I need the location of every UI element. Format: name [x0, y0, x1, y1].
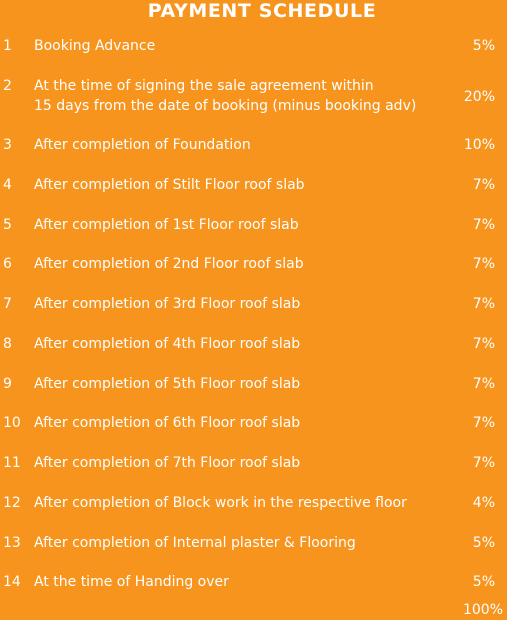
row-percentage: 5%: [472, 574, 495, 590]
row-number: 7: [3, 296, 12, 312]
page-title: PAYMENT SCHEDULE: [147, 0, 377, 22]
row-number: 4: [3, 177, 12, 193]
row-number: 6: [3, 256, 12, 272]
row-percentage: 7%: [472, 455, 495, 471]
row-percentage: 10%: [463, 137, 495, 153]
row-description: Booking Advance: [34, 38, 156, 54]
row-number: 9: [3, 376, 12, 392]
row-percentage: 5%: [472, 535, 495, 551]
row-percentage: 7%: [472, 177, 495, 193]
row-percentage: 20%: [463, 89, 495, 105]
row-percentage: 4%: [472, 495, 495, 511]
row-percentage: 5%: [472, 38, 495, 54]
row-description: After completion of Internal plaster & F…: [34, 535, 356, 551]
row-description: After completion of 3rd Floor roof slab: [34, 296, 301, 312]
row-percentage: 7%: [472, 296, 495, 312]
row-percentage: 7%: [472, 217, 495, 233]
row-description: After completion of 7th Floor roof slab: [34, 455, 301, 471]
row-description: After completion of 6th Floor roof slab: [34, 415, 301, 431]
row-description: After completion of 2nd Floor roof slab: [34, 256, 304, 272]
row-description-line-1: At the time of signing the sale agreemen…: [34, 78, 374, 94]
row-number: 13: [3, 535, 21, 551]
row-description: At the time of Handing over: [34, 574, 229, 590]
row-number: 10: [3, 415, 21, 431]
row-number: 3: [3, 137, 12, 153]
row-description: After completion of Foundation: [34, 137, 251, 153]
row-number: 8: [3, 336, 12, 352]
row-number: 5: [3, 217, 12, 233]
row-description: After completion of Stilt Floor roof sla…: [34, 177, 305, 193]
row-percentage: 7%: [472, 336, 495, 352]
row-percentage: 7%: [472, 256, 495, 272]
row-number: 2: [3, 78, 12, 94]
row-number: 1: [3, 38, 12, 54]
row-number: 11: [3, 455, 21, 471]
row-number: 14: [3, 574, 21, 590]
total-percentage: 100%: [462, 602, 503, 618]
row-percentage: 7%: [472, 415, 495, 431]
row-description: After completion of 5th Floor roof slab: [34, 376, 301, 392]
row-description: After completion of 4th Floor roof slab: [34, 336, 301, 352]
row-description: After completion of Block work in the re…: [34, 495, 407, 511]
row-percentage: 7%: [472, 376, 495, 392]
schedule-row: 2 At the time of signing the sale agreem…: [0, 76, 507, 116]
row-description: After completion of 1st Floor roof slab: [34, 217, 299, 233]
row-description-line-2: 15 days from the date of booking (minus …: [34, 98, 417, 114]
row-number: 12: [3, 495, 21, 511]
